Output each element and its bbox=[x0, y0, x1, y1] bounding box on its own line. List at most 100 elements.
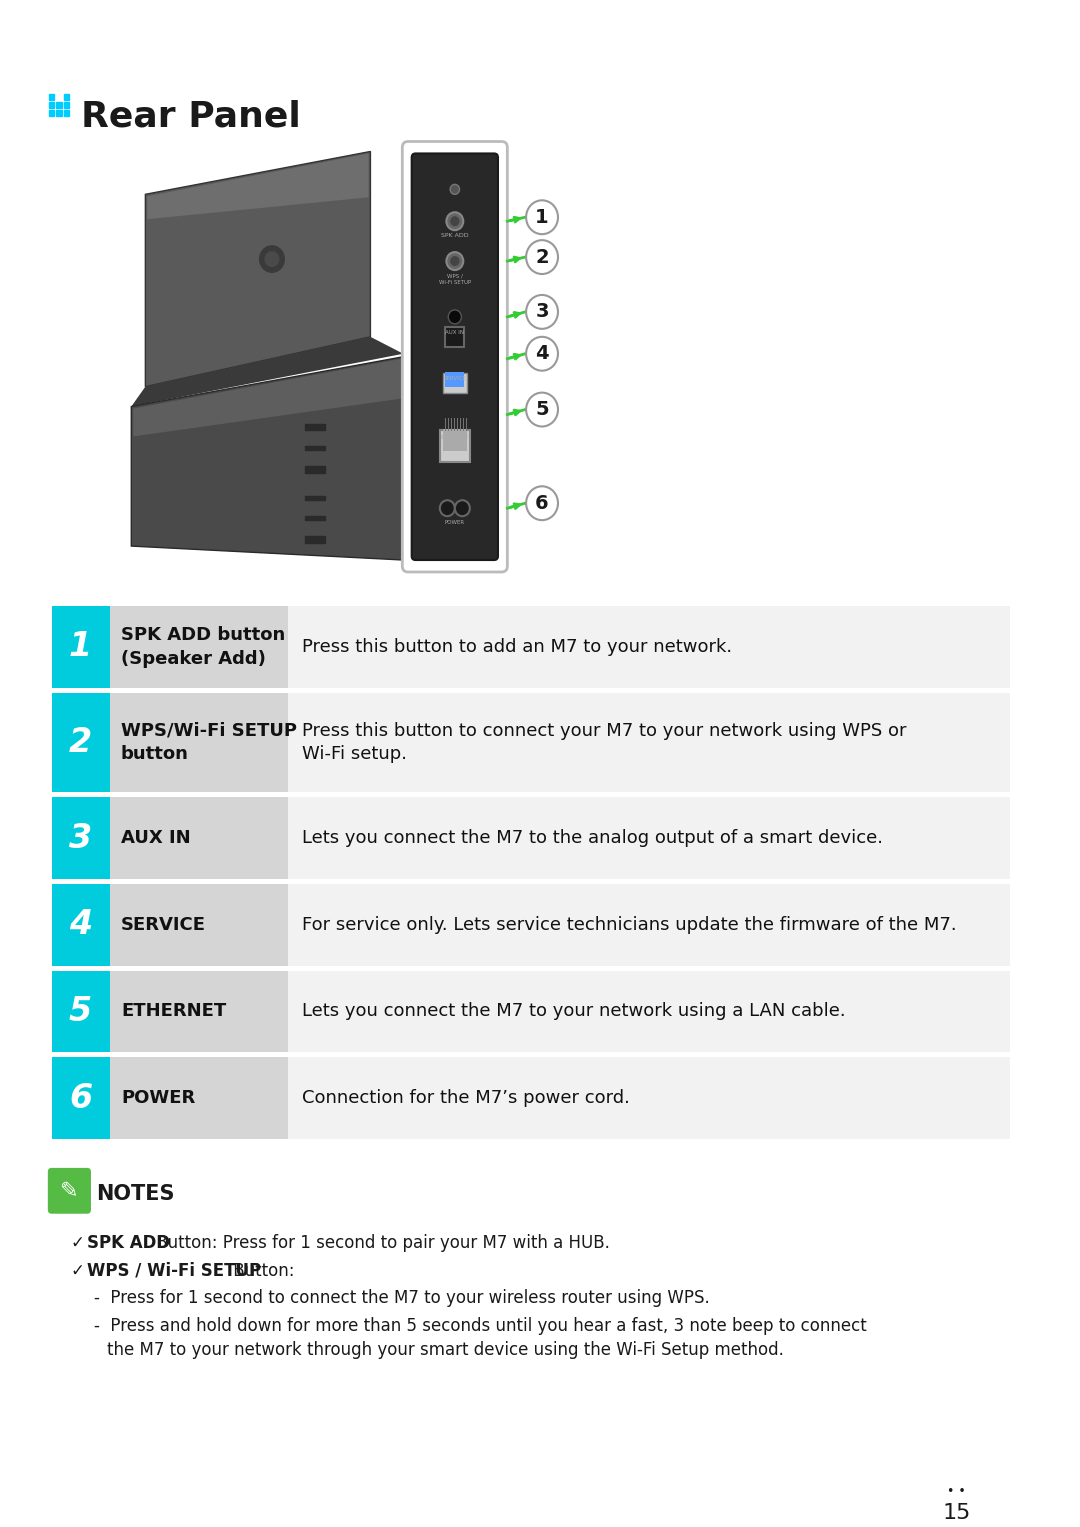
FancyArrowPatch shape bbox=[510, 257, 519, 263]
Circle shape bbox=[448, 310, 461, 324]
Text: 6: 6 bbox=[69, 1081, 92, 1115]
Bar bbox=[110, 693, 288, 793]
Bar bbox=[49, 93, 54, 99]
Bar bbox=[52, 884, 110, 965]
Text: SERVICE: SERVICE bbox=[444, 376, 467, 380]
FancyArrowPatch shape bbox=[510, 411, 519, 415]
Bar bbox=[56, 102, 62, 107]
Text: ETHERNET: ETHERNET bbox=[121, 1002, 226, 1020]
Bar bbox=[440, 431, 470, 463]
Circle shape bbox=[526, 486, 558, 521]
Circle shape bbox=[526, 295, 558, 328]
Bar bbox=[110, 884, 288, 965]
Text: ETHERNET: ETHERNET bbox=[441, 435, 469, 440]
Circle shape bbox=[455, 501, 470, 516]
Text: POWER: POWER bbox=[445, 521, 464, 525]
Text: Lets you connect the M7 to your network using a LAN cable.: Lets you connect the M7 to your network … bbox=[302, 1002, 846, 1020]
Text: 2: 2 bbox=[69, 725, 92, 759]
Bar bbox=[110, 606, 288, 687]
Bar bbox=[288, 797, 1010, 880]
Text: ✓: ✓ bbox=[70, 1261, 84, 1280]
Bar bbox=[305, 516, 325, 521]
Text: 15: 15 bbox=[943, 1503, 971, 1522]
Bar bbox=[305, 496, 325, 501]
Bar bbox=[305, 446, 325, 450]
Circle shape bbox=[265, 250, 280, 267]
Bar bbox=[52, 606, 110, 687]
Bar bbox=[305, 423, 325, 431]
Polygon shape bbox=[133, 359, 402, 437]
Text: the M7 to your network through your smart device using the Wi-Fi Setup method.: the M7 to your network through your smar… bbox=[107, 1341, 784, 1359]
Text: 3: 3 bbox=[69, 822, 92, 855]
FancyBboxPatch shape bbox=[411, 153, 498, 560]
Bar bbox=[288, 971, 1010, 1052]
Bar bbox=[288, 1057, 1010, 1139]
Circle shape bbox=[526, 240, 558, 273]
Text: WPS / Wi-Fi SETUP: WPS / Wi-Fi SETUP bbox=[87, 1261, 261, 1280]
Bar bbox=[64, 102, 69, 107]
Bar bbox=[445, 371, 464, 386]
Polygon shape bbox=[132, 337, 403, 406]
Bar bbox=[52, 971, 110, 1052]
Text: For service only. Lets service technicians update the firmware of the M7.: For service only. Lets service technicia… bbox=[302, 916, 957, 933]
Text: SPK ADD: SPK ADD bbox=[87, 1234, 171, 1252]
Text: 1: 1 bbox=[536, 208, 549, 226]
Bar bbox=[56, 110, 62, 116]
FancyArrowPatch shape bbox=[510, 354, 519, 359]
FancyBboxPatch shape bbox=[48, 1168, 91, 1214]
Bar bbox=[64, 93, 69, 99]
Text: 5: 5 bbox=[536, 400, 549, 418]
Bar bbox=[305, 536, 325, 544]
Bar bbox=[110, 971, 288, 1052]
Bar bbox=[445, 327, 464, 347]
Text: NOTES: NOTES bbox=[96, 1183, 175, 1203]
Text: Press this button to connect your M7 to your network using WPS or
Wi-Fi setup.: Press this button to connect your M7 to … bbox=[302, 722, 906, 764]
Text: Button:: Button: bbox=[228, 1261, 295, 1280]
Bar bbox=[49, 110, 54, 116]
Bar bbox=[52, 1057, 110, 1139]
Text: ✓: ✓ bbox=[70, 1234, 84, 1252]
Bar bbox=[110, 1057, 288, 1139]
Circle shape bbox=[446, 212, 463, 231]
Text: Wi-Fi SETUP: Wi-Fi SETUP bbox=[438, 279, 471, 286]
Bar bbox=[443, 373, 467, 392]
Bar bbox=[288, 693, 1010, 793]
Text: Press this button to add an M7 to your network.: Press this button to add an M7 to your n… bbox=[302, 638, 732, 655]
Bar bbox=[288, 884, 1010, 965]
Text: 1: 1 bbox=[69, 631, 92, 663]
Text: 2: 2 bbox=[536, 247, 549, 267]
Circle shape bbox=[526, 392, 558, 426]
Bar bbox=[49, 102, 54, 107]
Bar bbox=[305, 466, 325, 473]
Text: SPK ADD button
(Speaker Add): SPK ADD button (Speaker Add) bbox=[121, 626, 285, 667]
Circle shape bbox=[450, 185, 459, 194]
Circle shape bbox=[446, 252, 463, 270]
FancyArrowPatch shape bbox=[510, 313, 519, 318]
Text: SPK ADD: SPK ADD bbox=[441, 234, 469, 238]
Circle shape bbox=[440, 501, 455, 516]
Text: AUX IN: AUX IN bbox=[121, 829, 190, 847]
Polygon shape bbox=[146, 151, 370, 386]
Text: SERVICE: SERVICE bbox=[121, 916, 206, 933]
FancyArrowPatch shape bbox=[510, 504, 519, 508]
Bar bbox=[52, 797, 110, 880]
Text: 6: 6 bbox=[536, 493, 549, 513]
Text: Connection for the M7’s power cord.: Connection for the M7’s power cord. bbox=[302, 1089, 630, 1107]
FancyBboxPatch shape bbox=[403, 142, 508, 573]
Bar bbox=[288, 606, 1010, 687]
Text: 4: 4 bbox=[536, 344, 549, 363]
FancyArrowPatch shape bbox=[510, 217, 519, 221]
Text: • •: • • bbox=[947, 1484, 966, 1498]
Text: Rear Panel: Rear Panel bbox=[81, 99, 300, 134]
Circle shape bbox=[526, 200, 558, 234]
Text: -  Press and hold down for more than 5 seconds until you hear a fast, 3 note bee: - Press and hold down for more than 5 se… bbox=[94, 1318, 866, 1335]
Text: 5: 5 bbox=[69, 996, 92, 1028]
Text: WPS /: WPS / bbox=[447, 273, 462, 278]
Text: 3: 3 bbox=[536, 302, 549, 321]
Text: Button: Press for 1 second to pair your M7 with a HUB.: Button: Press for 1 second to pair your … bbox=[151, 1234, 610, 1252]
Bar bbox=[110, 797, 288, 880]
Text: 4: 4 bbox=[69, 909, 92, 941]
Bar bbox=[443, 429, 467, 452]
Circle shape bbox=[258, 244, 286, 273]
Circle shape bbox=[450, 257, 459, 266]
